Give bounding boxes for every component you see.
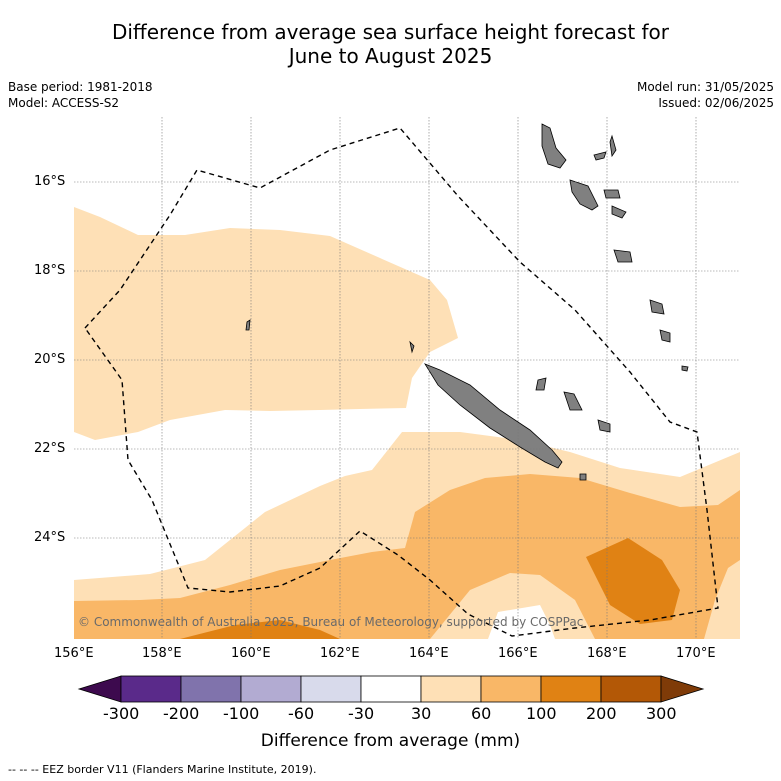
neutral-pocket — [488, 605, 555, 639]
colorbar-low-extension — [77, 675, 122, 703]
colorbar-segment — [360, 675, 422, 703]
vanuatu-island-small-3 — [603, 189, 621, 199]
colorbar-segment — [180, 675, 242, 703]
colorbar-tick: -60 — [288, 704, 315, 723]
colorbar — [77, 675, 705, 703]
colorbar-tick: 100 — [526, 704, 557, 723]
colorbar-segment — [480, 675, 542, 703]
loyalty-island-lifou — [563, 391, 583, 411]
lon-label: 160°E — [231, 646, 271, 661]
lon-label: 158°E — [142, 646, 182, 661]
anomaly-band-30-60-pocket — [430, 573, 595, 639]
colorbar-label: Difference from average (mm) — [260, 731, 521, 751]
loyalty-island-mare — [597, 419, 611, 433]
map-title-line1: Difference from average sea surface heig… — [111, 20, 670, 44]
colorbar-segment — [600, 675, 662, 703]
loyalty-island-mid — [659, 329, 671, 343]
eez-border — [84, 127, 719, 637]
vanuatu-island-small-4 — [611, 205, 627, 219]
loyalty-island-north — [649, 299, 665, 315]
lat-label: 18°S — [34, 263, 66, 278]
lon-label: 168°E — [587, 646, 627, 661]
colorbar-segment — [540, 675, 602, 703]
colorbar-tick: -100 — [223, 704, 260, 723]
issued-label: Issued: 02/06/2025 — [658, 96, 774, 110]
vanuatu-island-espiritu-santo — [541, 123, 567, 169]
lon-label: 170°E — [676, 646, 716, 661]
lon-label: 164°E — [409, 646, 449, 661]
lat-label: 20°S — [34, 352, 66, 367]
land-masses — [245, 123, 689, 481]
vanuatu-island-malakula — [569, 179, 599, 211]
isle-of-pines — [579, 473, 587, 481]
base-period-label: Base period: 1981-2018 — [8, 80, 153, 94]
colorbar-tick: 60 — [471, 704, 492, 723]
colorbar-tick: -300 — [103, 704, 140, 723]
colorbar-tick: 30 — [411, 704, 432, 723]
new-caledonia-island — [424, 363, 563, 469]
anomaly-field — [74, 123, 740, 639]
copyright-notice: © Commonwealth of Australia 2025, Bureau… — [78, 615, 584, 629]
colorbar-segment — [240, 675, 302, 703]
anomaly-band-100-200-south — [180, 620, 340, 639]
vanuatu-island-small-1 — [593, 151, 607, 161]
vanuatu-island-small-2 — [609, 134, 617, 158]
colorbar-tick: 200 — [586, 704, 617, 723]
colorbar-segment — [120, 675, 182, 703]
vanuatu-island-tanna — [613, 249, 633, 263]
lat-label: 24°S — [34, 530, 66, 545]
lat-label: 16°S — [34, 174, 66, 189]
anomaly-band-100-200-east — [586, 538, 680, 624]
model-run-label: Model run: 31/05/2025 — [636, 80, 774, 94]
lat-label: 22°S — [34, 441, 66, 456]
map-title-line2: June to August 2025 — [288, 44, 493, 68]
loyalty-island-small — [681, 365, 689, 372]
colorbar-tick: -30 — [348, 704, 375, 723]
loyalty-island-ouvea — [535, 377, 547, 391]
model-label: Model: ACCESS-S2 — [8, 96, 120, 110]
lon-label: 162°E — [320, 646, 360, 661]
colorbar-high-extension — [660, 675, 705, 703]
colorbar-segment — [420, 675, 482, 703]
chesterfield-islet — [245, 319, 251, 331]
lon-label: 166°E — [498, 646, 538, 661]
belep-islet — [409, 340, 415, 354]
colorbar-tick: -200 — [163, 704, 200, 723]
anomaly-band-60-100 — [74, 474, 740, 639]
colorbar-tick: 300 — [646, 704, 677, 723]
anomaly-band-30-60-north — [74, 207, 458, 440]
colorbar-segment — [300, 675, 362, 703]
graticule — [74, 117, 740, 639]
eez-legend-note: -- -- -- EEZ border V11 (Flanders Marine… — [8, 763, 317, 776]
lon-label: 156°E — [54, 646, 94, 661]
